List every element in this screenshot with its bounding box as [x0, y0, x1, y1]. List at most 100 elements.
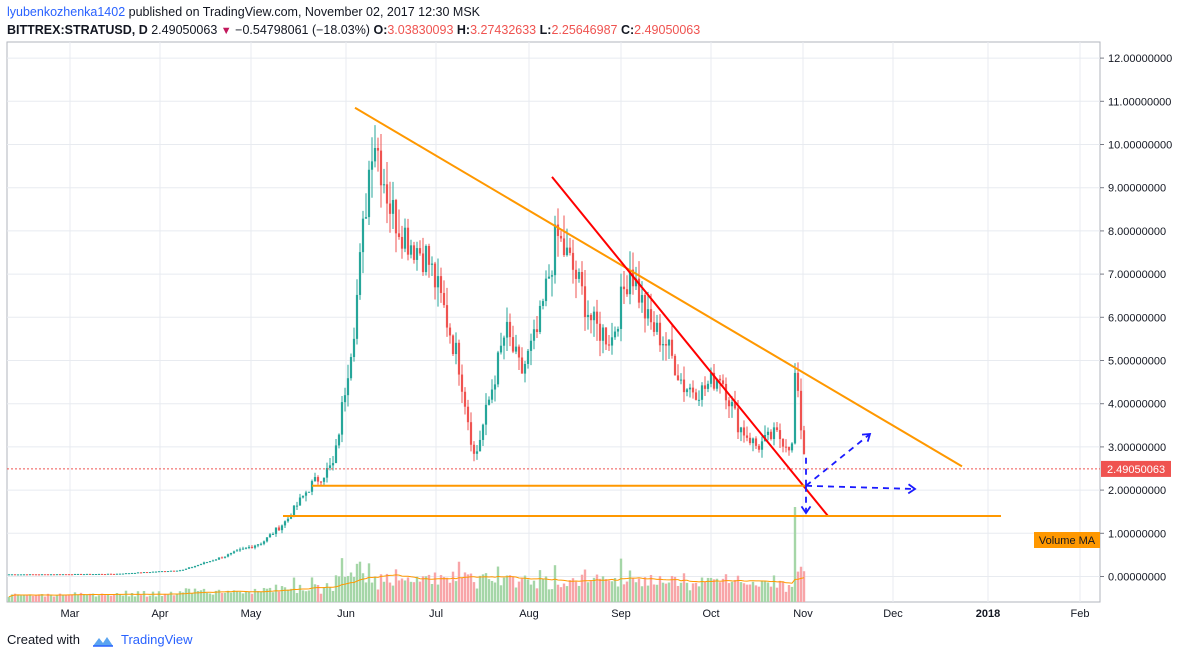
breakout-line[interactable] — [551, 176, 829, 517]
volume-bar — [793, 507, 797, 602]
candle-body — [298, 497, 302, 506]
candle-body — [472, 444, 476, 454]
y-tick-label: 3.00000000 — [1108, 442, 1166, 454]
x-tick-label: Apr — [151, 608, 168, 620]
volume-bar — [781, 581, 785, 602]
volume-bar — [178, 591, 182, 602]
volume-bar — [436, 584, 440, 602]
candle-body — [703, 385, 707, 389]
price-change: −0.54798061 (−18.03%) — [235, 23, 370, 37]
volume-bar — [19, 595, 23, 602]
candle-body — [37, 574, 41, 576]
tradingview-link[interactable]: TradingView — [121, 632, 193, 647]
candle-body — [388, 203, 392, 214]
candle-body — [679, 379, 683, 381]
price-chart[interactable]: 12.00000000 11.00000000 10.00000000 9.00000… — [0, 0, 1184, 625]
candle-body — [67, 574, 71, 576]
volume-bar — [376, 589, 380, 602]
candle-body — [442, 292, 446, 306]
candle-body — [448, 327, 452, 336]
candle-body — [607, 344, 611, 346]
volume-bar — [505, 575, 509, 602]
x-tick-label: Nov — [793, 608, 813, 620]
volume-bar — [295, 593, 299, 602]
ohlc-legend: BITTREX:STRATUSD, D 2.49050063 ▼ −0.5479… — [7, 21, 1177, 39]
volume-bar — [691, 583, 695, 602]
volume-bar — [544, 576, 548, 602]
volume-bar — [751, 581, 755, 602]
candle-body — [790, 443, 794, 451]
candle-body — [415, 248, 419, 260]
candle-body — [412, 245, 416, 260]
volume-bar — [52, 596, 56, 602]
volume-bar — [703, 581, 707, 602]
volume-bar — [721, 578, 725, 602]
volume-bar — [238, 591, 242, 602]
volume-bar — [706, 577, 710, 602]
volume-bar — [358, 561, 362, 602]
volume-bar — [220, 593, 224, 602]
candle-body — [640, 295, 644, 303]
volume-bar — [616, 586, 620, 602]
volume-bar — [319, 593, 323, 602]
volume-bar — [526, 579, 530, 602]
candle-body — [559, 235, 563, 239]
volume-bar — [718, 582, 722, 602]
candle-body — [343, 395, 347, 403]
volume-bar — [610, 581, 614, 602]
volume-bar — [433, 572, 437, 602]
candle-body — [496, 352, 500, 385]
candle-body — [625, 289, 629, 295]
candle-body — [79, 573, 83, 575]
volume-bar — [46, 593, 50, 602]
candle-body — [595, 311, 599, 324]
candle-body — [406, 227, 410, 255]
volume-bar — [427, 574, 431, 602]
candle-body — [52, 574, 56, 576]
candle-body — [466, 406, 470, 423]
volume-bar — [502, 577, 506, 602]
drawings[interactable] — [283, 106, 1001, 518]
candle-body — [745, 435, 749, 438]
candle-body — [736, 408, 740, 433]
candle-body — [445, 305, 449, 328]
candle-body — [94, 574, 98, 576]
volume-bar — [136, 591, 140, 602]
volume-bar — [598, 578, 602, 602]
volume-bar — [40, 594, 44, 602]
x-tick-label: Oct — [702, 608, 719, 620]
candle-body — [250, 546, 254, 548]
volume-bar — [286, 589, 290, 602]
volume-bar — [601, 576, 605, 602]
volume-bar — [397, 580, 401, 602]
symbol-label[interactable]: BITTREX:STRATUSD, D — [7, 23, 148, 37]
candle-body — [259, 543, 263, 545]
candle-body — [289, 517, 293, 519]
volume-bar — [106, 594, 110, 602]
descending-trendline[interactable] — [354, 106, 963, 468]
author-link[interactable]: lyubenkozhenka1402 — [7, 5, 126, 19]
volume-bar — [211, 594, 215, 602]
volume-bar — [550, 589, 554, 602]
volume-bar — [232, 590, 236, 602]
projection-arrow-sideways[interactable] — [805, 484, 916, 490]
volume-bar — [442, 576, 446, 602]
volume-bar — [715, 578, 719, 602]
volume-bar — [91, 593, 95, 602]
chart-header: lyubenkozhenka1402 published on TradingV… — [7, 3, 1177, 39]
volume-bar — [391, 585, 395, 602]
volume-bar — [37, 594, 41, 602]
projection-arrow-up[interactable] — [805, 433, 871, 487]
volume-bar — [160, 595, 164, 602]
volume-bar — [325, 583, 329, 602]
volume-bar — [205, 592, 209, 602]
volume-bar — [145, 596, 149, 602]
volume-bar — [748, 584, 752, 602]
volume-bar — [49, 594, 53, 602]
candle-body — [199, 564, 203, 566]
candle-body — [70, 574, 74, 576]
candle-body — [16, 574, 20, 576]
candle-body — [214, 559, 218, 561]
volume-bar — [190, 593, 194, 602]
volume-bar — [754, 585, 758, 602]
